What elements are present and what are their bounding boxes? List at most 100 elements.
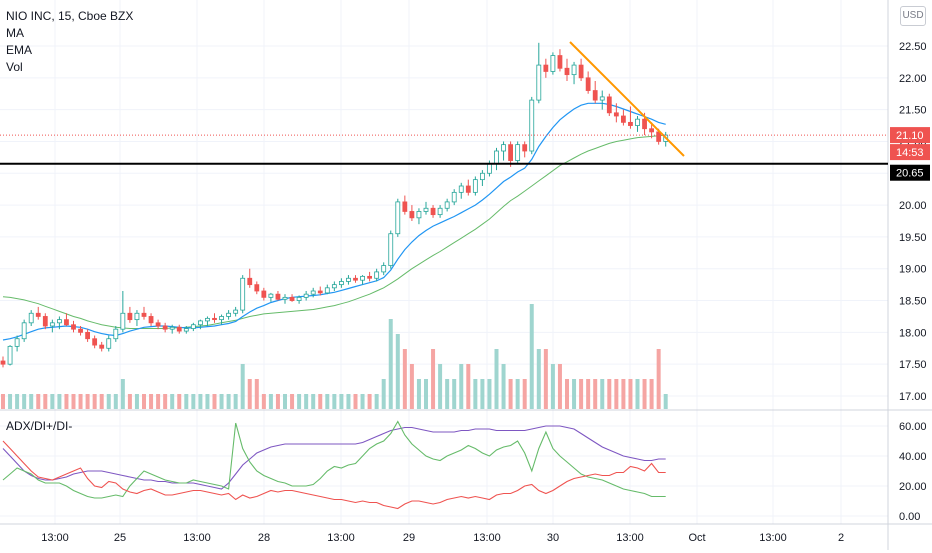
candle-body	[310, 290, 316, 295]
volume-bar	[395, 334, 400, 409]
volume-bar	[360, 394, 365, 409]
price-tick-label: 20.00	[899, 200, 927, 212]
volume-bar	[177, 394, 182, 409]
volume-bar	[600, 379, 605, 409]
legend-ema[interactable]: EMA	[6, 43, 33, 57]
candle-body	[543, 64, 549, 72]
volume-bar	[480, 379, 485, 409]
candle-body	[106, 338, 112, 349]
symbol-title[interactable]: NIO INC, 15, Cboe BZX	[6, 9, 134, 23]
volume-bar	[127, 394, 132, 409]
candle-body	[571, 64, 577, 76]
candle-body	[642, 118, 647, 130]
candle-body	[444, 201, 450, 209]
volume-bar	[649, 379, 654, 409]
candle-body	[92, 338, 98, 346]
volume-bar	[64, 394, 69, 409]
volume-bar	[508, 379, 513, 409]
candle-body	[599, 96, 605, 101]
candle-body	[494, 150, 499, 165]
volume-bar	[621, 379, 626, 409]
time-tick-label: Oct	[688, 532, 705, 544]
volume-bar	[522, 379, 527, 409]
volume-bar	[579, 379, 584, 409]
candle-body	[522, 144, 528, 152]
candle-body	[402, 201, 408, 212]
candle-body	[120, 312, 126, 330]
volume-bar	[614, 379, 619, 409]
candle-body	[85, 331, 90, 340]
price-tick-label: 22.50	[899, 41, 927, 53]
adx-tick-label: 20.00	[899, 481, 927, 493]
candle-body	[578, 64, 584, 79]
volume-bar	[247, 379, 252, 409]
volume-bar	[494, 349, 499, 409]
volume-bar	[156, 394, 161, 409]
volume-bar	[290, 394, 295, 409]
volume-bar	[22, 394, 27, 409]
candle-body	[324, 287, 330, 294]
price-tick-label: 19.00	[899, 264, 927, 276]
volume-bar	[233, 394, 238, 409]
candle-body	[0, 360, 6, 365]
candle-body	[275, 293, 281, 300]
volume-bar	[466, 364, 471, 409]
legend-vol[interactable]: Vol	[6, 60, 23, 74]
volume-bar	[325, 394, 330, 409]
candle-body	[64, 319, 69, 326]
candle-body	[465, 185, 471, 193]
adx-series-di	[2, 440, 666, 510]
candle-body	[303, 293, 309, 298]
volume-bar	[283, 394, 287, 409]
candle-body	[360, 275, 365, 281]
volume-bar	[99, 394, 104, 409]
volume-bar	[120, 379, 125, 409]
volume-bar	[459, 364, 464, 409]
candle-body	[621, 115, 626, 123]
candle-body	[205, 317, 210, 322]
price-tick-label: 17.50	[899, 359, 927, 371]
candle-body	[219, 316, 224, 321]
candle-body	[162, 325, 168, 330]
volume-bar	[8, 394, 13, 409]
countdown-badge-bg	[890, 144, 930, 161]
candle-body	[57, 319, 62, 324]
ema-line	[2, 134, 666, 329]
candle-body	[564, 67, 570, 76]
currency-button[interactable]: USD	[900, 6, 926, 26]
candle-body	[14, 338, 20, 347]
countdown-badge: 14:53	[896, 147, 924, 159]
volume-bar	[445, 379, 450, 409]
volume-bar	[205, 394, 210, 409]
volume-bar	[36, 394, 41, 409]
candle-body	[557, 55, 563, 69]
candle-body	[127, 312, 133, 321]
volume-bar	[226, 394, 231, 409]
volume-bar	[550, 364, 555, 409]
candle-layer	[0, 42, 669, 368]
candle-body	[395, 201, 401, 235]
candle-body	[508, 144, 514, 161]
candle-body	[409, 211, 415, 219]
candle-body	[353, 277, 358, 281]
volume-bar	[339, 394, 344, 409]
candle-body	[183, 328, 189, 332]
candle-body	[254, 284, 260, 292]
candle-body	[381, 265, 387, 273]
volume-bar	[254, 379, 259, 409]
volume-bar	[92, 394, 97, 409]
candle-body	[268, 293, 274, 298]
volume-bar	[536, 349, 541, 409]
volume-bar	[374, 394, 379, 409]
candle-body	[317, 290, 323, 294]
volume-bar	[501, 364, 506, 409]
volume-bar	[78, 394, 83, 409]
candle-body	[99, 344, 105, 349]
adx-legend[interactable]: ADX/DI+/DI-	[6, 419, 73, 433]
legend-ma[interactable]: MA	[6, 26, 24, 40]
candle-body	[261, 290, 267, 298]
candle-body	[451, 191, 457, 203]
volume-bar	[304, 394, 309, 409]
candle-body	[501, 144, 506, 152]
